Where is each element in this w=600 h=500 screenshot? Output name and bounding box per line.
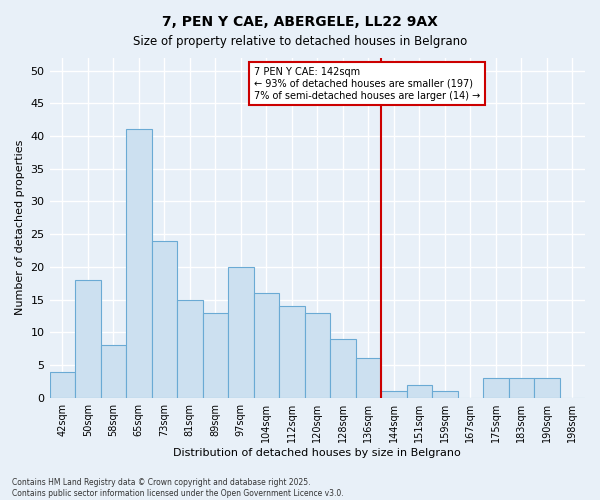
Bar [330, 339, 356, 398]
X-axis label: Distribution of detached houses by size in Belgrano: Distribution of detached houses by size … [173, 448, 461, 458]
Bar [509, 378, 534, 398]
Bar [75, 280, 101, 398]
Bar [152, 240, 177, 398]
Text: 7, PEN Y CAE, ABERGELE, LL22 9AX: 7, PEN Y CAE, ABERGELE, LL22 9AX [162, 15, 438, 29]
Bar [381, 391, 407, 398]
Bar [407, 384, 432, 398]
Bar [203, 312, 228, 398]
Text: Contains HM Land Registry data © Crown copyright and database right 2025.
Contai: Contains HM Land Registry data © Crown c… [12, 478, 344, 498]
Bar [126, 130, 152, 398]
Bar [279, 306, 305, 398]
Bar [50, 372, 75, 398]
Bar [228, 267, 254, 398]
Bar [432, 391, 458, 398]
Text: 7 PEN Y CAE: 142sqm
← 93% of detached houses are smaller (197)
7% of semi-detach: 7 PEN Y CAE: 142sqm ← 93% of detached ho… [254, 68, 480, 100]
Bar [177, 300, 203, 398]
Bar [534, 378, 560, 398]
Y-axis label: Number of detached properties: Number of detached properties [15, 140, 25, 316]
Bar [254, 293, 279, 398]
Bar [483, 378, 509, 398]
Bar [305, 312, 330, 398]
Text: Size of property relative to detached houses in Belgrano: Size of property relative to detached ho… [133, 35, 467, 48]
Bar [101, 346, 126, 398]
Bar [356, 358, 381, 398]
